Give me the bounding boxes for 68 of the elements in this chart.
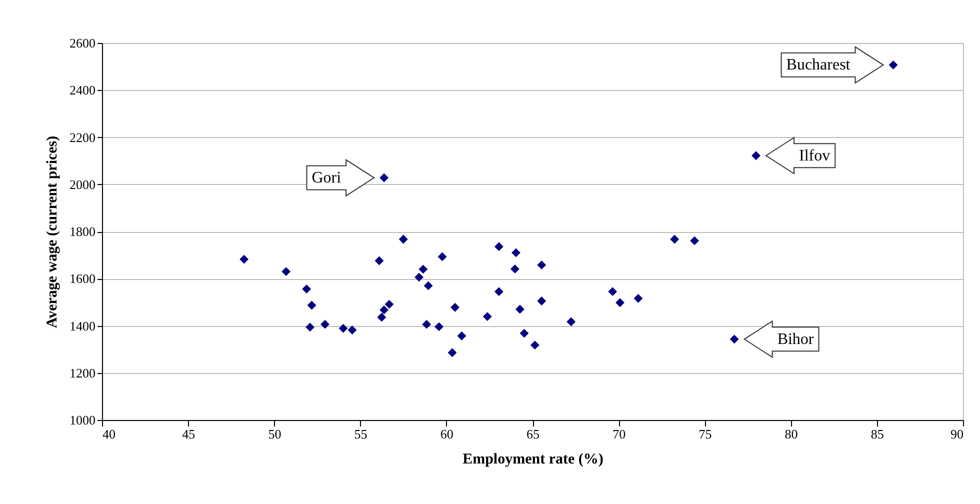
point: [520, 328, 529, 338]
point: [240, 254, 249, 264]
point: [510, 264, 520, 274]
x-tick-label: 40: [102, 426, 116, 442]
y-tick-label: 2200: [70, 130, 96, 145]
y-axis-title: Average wage (current prices): [44, 136, 60, 328]
x-tick-label: 80: [784, 426, 798, 442]
point: [424, 281, 433, 290]
point: [307, 300, 316, 310]
annotation: Ilfov: [799, 147, 830, 164]
point: [302, 284, 312, 294]
y-tick-label: 1400: [70, 318, 96, 334]
point: [888, 60, 898, 70]
y-tick-label: 1800: [70, 224, 96, 239]
point: [380, 173, 389, 182]
point: [448, 348, 457, 358]
point: [482, 312, 492, 322]
point: [338, 324, 348, 333]
point: [380, 305, 389, 314]
x-tick-label: 85: [870, 426, 884, 442]
y-tick-label: 2400: [70, 82, 96, 98]
x-tick-label: 45: [182, 426, 196, 442]
annotation: Bihor: [777, 330, 814, 348]
point: [511, 248, 520, 258]
x-tick-label: 50: [268, 426, 282, 442]
point: [374, 256, 384, 266]
annotation: Bucharest: [786, 56, 851, 74]
x-tick-label: 75: [698, 426, 712, 442]
point: [690, 236, 700, 246]
point: [320, 320, 330, 329]
point: [530, 340, 540, 350]
point: [282, 267, 291, 276]
x-tick-label: 70: [612, 426, 626, 442]
point: [634, 294, 643, 303]
point: [616, 298, 624, 308]
point: [418, 264, 428, 274]
point: [438, 252, 447, 262]
point: [377, 312, 386, 322]
y-tick-label: 2600: [70, 36, 96, 50]
point: [515, 304, 524, 314]
point: [450, 302, 460, 312]
point: [306, 322, 314, 332]
annotation: Gori: [312, 169, 342, 186]
x-tick-label: 90: [950, 426, 964, 442]
point: [457, 331, 466, 340]
point: [384, 300, 394, 309]
y-tick-label: 2000: [70, 176, 96, 192]
point: [398, 234, 408, 244]
point: [422, 320, 432, 329]
y-tick-label: 1200: [70, 365, 96, 380]
point: [608, 287, 618, 296]
point: [566, 317, 576, 326]
point: [537, 260, 546, 270]
point: [494, 242, 504, 252]
point: [414, 272, 424, 282]
x-tick-label: 55: [354, 426, 368, 442]
x-axis-title: Employment rate (%): [462, 452, 604, 468]
point: [434, 322, 444, 332]
point: [730, 334, 739, 344]
x-tick-label: 65: [526, 426, 540, 442]
point: [494, 287, 504, 296]
point: [752, 151, 760, 160]
point: [348, 326, 357, 334]
y-tick-label: 1600: [70, 271, 96, 286]
y-tick-label: 1000: [70, 412, 96, 428]
point: [537, 296, 546, 306]
x-tick-label: 60: [440, 426, 454, 442]
point: [670, 234, 680, 244]
